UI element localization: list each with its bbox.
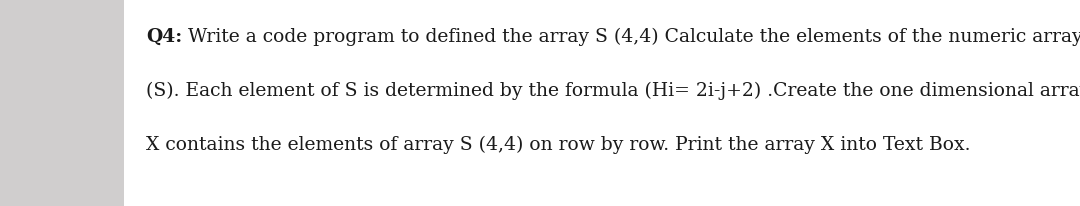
Text: Write a code program to defined the array S (4,4) Calculate the elements of the : Write a code program to defined the arra… [183, 28, 1080, 46]
Text: (S). Each element of S is determined by the formula (Hi= 2i-j+2) .Create the one: (S). Each element of S is determined by … [146, 82, 1080, 100]
FancyBboxPatch shape [0, 0, 124, 206]
Text: X contains the elements of array S (4,4) on row by row. Print the array X into T: X contains the elements of array S (4,4)… [146, 135, 970, 153]
Text: Q4:: Q4: [146, 28, 183, 46]
FancyBboxPatch shape [124, 0, 1080, 206]
